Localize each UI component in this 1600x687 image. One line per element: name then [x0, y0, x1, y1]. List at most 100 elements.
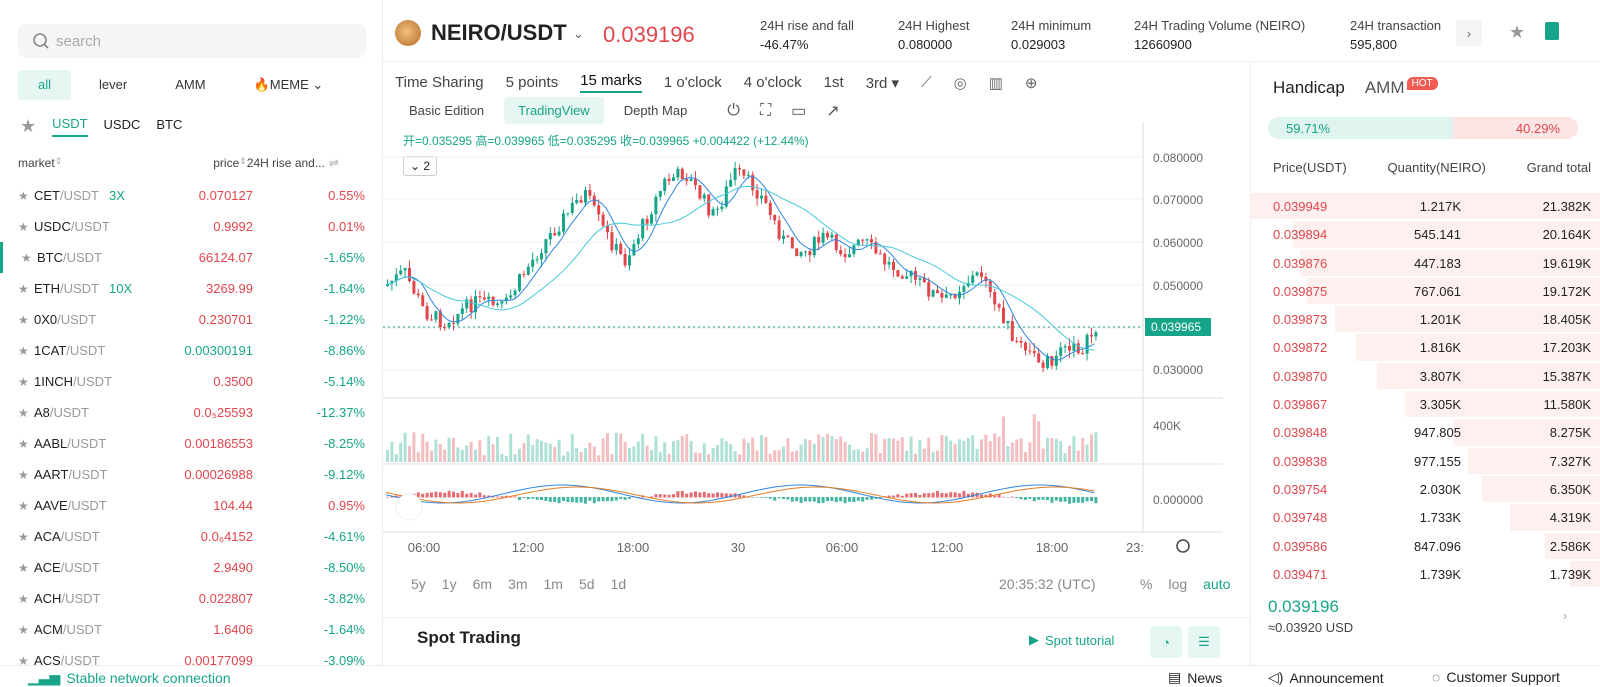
sliders-icon[interactable]: ☰	[1188, 626, 1220, 658]
tab-usdt[interactable]: USDT	[52, 116, 88, 137]
market-row[interactable]: ★ ETH/USDT 10X 3269.99 -1.64%	[0, 273, 382, 304]
star-icon[interactable]: ★	[18, 312, 29, 327]
tab-depth-map[interactable]: Depth Map	[623, 103, 688, 118]
spot-tutorial-link[interactable]: ▶ Spot tutorial	[1029, 632, 1114, 648]
change-column-header[interactable]: 24H rise and...	[246, 156, 325, 170]
tab-tradingview[interactable]: TradingView	[504, 97, 604, 124]
price-column-header[interactable]: price	[213, 156, 240, 170]
ask-row[interactable]: 0.039876 447.183 19.619K	[1251, 249, 1600, 277]
tab-meme[interactable]: 🔥MEME ⌄	[234, 70, 344, 100]
announcement-link[interactable]: ◁) Announcement	[1268, 669, 1384, 686]
ask-row[interactable]: 0.039754 2.030K 6.350K	[1251, 475, 1600, 503]
chevron-right-icon[interactable]: ›	[1563, 608, 1568, 623]
chevron-down-icon[interactable]: ⌄	[573, 26, 584, 41]
range-1m[interactable]: 1m	[543, 576, 563, 592]
tab-3rd[interactable]: 3rd ▾	[865, 74, 900, 92]
star-icon[interactable]: ★	[18, 436, 29, 451]
market-column-header[interactable]: market	[18, 156, 55, 170]
share-icon[interactable]: ↗	[826, 102, 840, 120]
add-icon[interactable]: ⊕	[1024, 74, 1038, 92]
ask-row[interactable]: 0.039870 3.807K 15.387K	[1251, 362, 1600, 390]
market-row[interactable]: ★ CET/USDT 3X 0.070127 0.55%	[0, 180, 382, 211]
ask-row[interactable]: 0.039894 545.141 20.164K	[1251, 220, 1600, 248]
ask-row[interactable]: 0.039586 847.096 2.586K	[1251, 532, 1600, 560]
tab-amm-book[interactable]: AMM HOT	[1365, 77, 1438, 98]
range-3m[interactable]: 3m	[508, 576, 528, 592]
chevron-right-icon[interactable]: ›	[1456, 20, 1482, 46]
candle-type-icon[interactable]: ▥	[988, 74, 1003, 92]
book-icon[interactable]	[1545, 22, 1559, 40]
star-icon[interactable]: ★	[18, 498, 29, 513]
pair-selector[interactable]: NEIRO/USDT	[431, 20, 567, 45]
market-row[interactable]: ★ USDC/USDT 0.9992 0.01%	[0, 211, 382, 242]
ask-row[interactable]: 0.039867 3.305K 11.580K	[1251, 390, 1600, 418]
star-icon[interactable]: ★	[18, 188, 29, 203]
market-row[interactable]: ★ ACA/USDT 0.0₆4152 -4.61%	[0, 521, 382, 552]
tab-4-oclock[interactable]: 4 o'clock	[743, 74, 802, 91]
range-1d[interactable]: 1d	[610, 576, 627, 592]
tab-usdc[interactable]: USDC	[103, 117, 141, 132]
pie-chart-icon[interactable]: ◔	[1150, 626, 1182, 658]
range-6m[interactable]: 6m	[472, 576, 493, 592]
ask-row[interactable]: 0.039471 1.739K 1.739K	[1251, 560, 1600, 588]
ask-row[interactable]: 0.039748 1.733K 4.319K	[1251, 503, 1600, 531]
market-row[interactable]: ★ ACE/USDT 2.9490 -8.50%	[0, 552, 382, 583]
star-icon[interactable]: ★	[21, 250, 32, 265]
candlestick-chart[interactable]: 0.080000 0.070000 0.060000 0.050000 0.030000…	[383, 122, 1250, 572]
scale-log[interactable]: log	[1168, 576, 1188, 592]
tab-5-points[interactable]: 5 points	[505, 74, 559, 91]
favorites-star-icon[interactable]: ★	[20, 116, 37, 136]
market-row[interactable]: ★ 1CAT/USDT 0.00300191 -8.86%	[0, 335, 382, 366]
indicator-icon[interactable]: ⟋	[921, 74, 932, 91]
market-row[interactable]: ★ 1INCH/USDT 0.3500 -5.14%	[0, 366, 382, 397]
tab-basic-edition[interactable]: Basic Edition	[409, 103, 485, 118]
swap-icon[interactable]: ⇌	[328, 156, 339, 170]
ask-row[interactable]: 0.039873 1.201K 18.405K	[1251, 305, 1600, 333]
star-icon[interactable]: ★	[18, 405, 29, 420]
news-link[interactable]: ▤ News	[1168, 669, 1222, 686]
scale-auto[interactable]: auto	[1203, 576, 1231, 592]
ask-row[interactable]: 0.039872 1.816K 17.203K	[1251, 333, 1600, 361]
refresh-icon[interactable]: ⏻	[727, 101, 740, 119]
star-icon[interactable]: ★	[1509, 22, 1526, 42]
market-row[interactable]: ★ AART/USDT 0.00026988 -9.12%	[0, 459, 382, 490]
tab-amm[interactable]: AMM	[175, 77, 206, 92]
tab-lever[interactable]: lever	[99, 77, 128, 92]
tab-1-oclock[interactable]: 1 o'clock	[663, 74, 722, 91]
star-icon[interactable]: ★	[18, 343, 29, 358]
tab-handicap[interactable]: Handicap	[1273, 78, 1345, 97]
range-5y[interactable]: 5y	[411, 576, 426, 592]
market-row[interactable]: ★ ACH/USDT 0.022807 -3.82%	[0, 583, 382, 614]
ask-row[interactable]: 0.039875 767.061 19.172K	[1251, 277, 1600, 305]
market-row[interactable]: ★ AABL/USDT 0.00186553 -8.25%	[0, 428, 382, 459]
ask-row[interactable]: 0.039949 1.217K 21.382K	[1251, 192, 1600, 220]
tab-15-marks[interactable]: 15 marks	[580, 72, 642, 93]
range-1y[interactable]: 1y	[441, 576, 457, 592]
market-row[interactable]: ★ ACS/USDT 0.00177099 -3.09%	[0, 645, 382, 666]
fullscreen-icon[interactable]: ⛶	[759, 101, 772, 119]
star-icon[interactable]: ★	[18, 622, 29, 637]
market-row[interactable]: ★ A8/USDT 0.0₅25593 -12.37%	[0, 397, 382, 428]
tab-1st[interactable]: 1st	[823, 74, 844, 91]
settings-icon[interactable]: ◎	[953, 74, 967, 92]
star-icon[interactable]: ★	[18, 529, 29, 544]
star-icon[interactable]: ★	[18, 591, 29, 606]
market-row[interactable]: ★ BTC/USDT 66124.07 -1.65%	[0, 242, 382, 273]
star-icon[interactable]: ★	[18, 281, 29, 296]
tab-btc[interactable]: BTC	[156, 117, 183, 132]
sort-icon[interactable]: ⇕	[54, 156, 63, 166]
star-icon[interactable]: ★	[18, 467, 29, 482]
tab-time-sharing[interactable]: Time Sharing	[395, 74, 484, 91]
customer-support-link[interactable]: ◌ Customer Support	[1432, 669, 1560, 685]
layout-icon[interactable]: ▭	[791, 102, 807, 120]
range-5d[interactable]: 5d	[578, 576, 595, 592]
sort-icon[interactable]: ⇕	[239, 156, 247, 166]
star-icon[interactable]: ★	[18, 653, 29, 666]
ask-row[interactable]: 0.039848 947.805 8.275K	[1251, 418, 1600, 446]
star-icon[interactable]: ★	[18, 219, 29, 234]
market-row[interactable]: ★ ACM/USDT 1.6406 -1.64%	[0, 614, 382, 645]
star-icon[interactable]: ★	[18, 560, 29, 575]
scale-percent[interactable]: %	[1140, 576, 1153, 592]
ask-row[interactable]: 0.039838 977.155 7.327K	[1251, 447, 1600, 475]
search-input[interactable]: search	[18, 24, 366, 58]
